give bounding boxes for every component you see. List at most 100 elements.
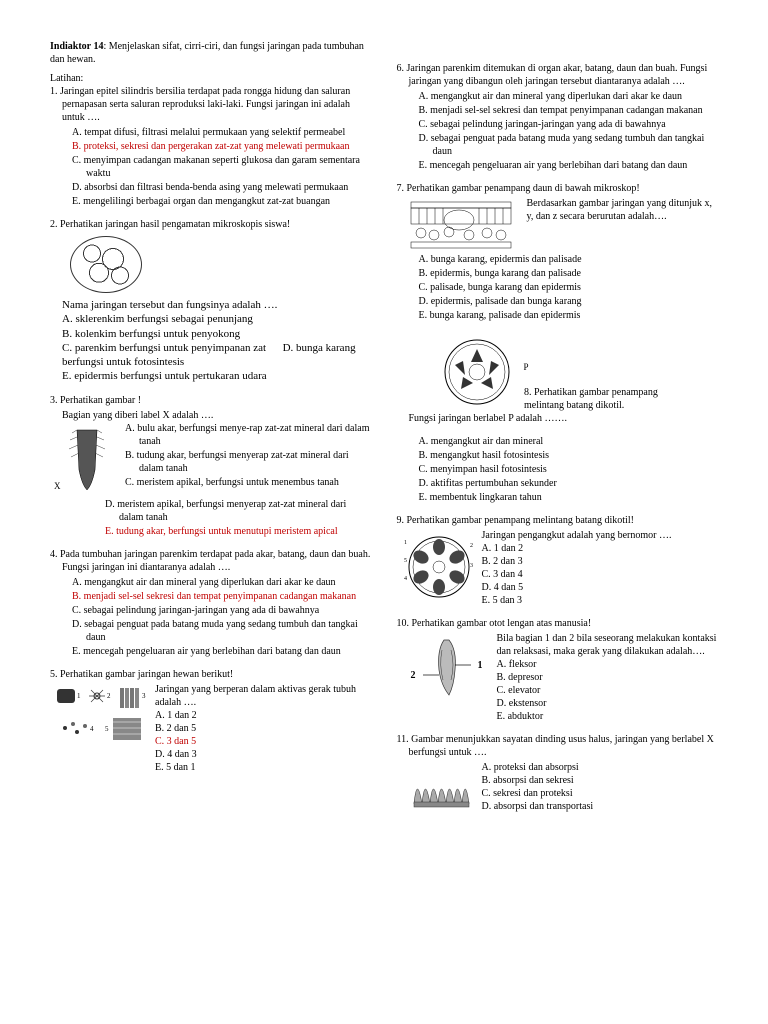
q8-opt-d: D. aktifitas pertumbuhan sekunder: [433, 477, 719, 490]
q3-opt-d: D. meristem apikal, berfungsi menyerap z…: [119, 498, 372, 524]
q1-opt-b: B. proteksi, sekresi dan pergerakan zat-…: [86, 140, 372, 153]
q11-opt-b: B. absorpsi dan sekresi: [482, 774, 719, 787]
stem-cross-section2-image: 1 5 4 2 3: [402, 532, 477, 602]
q2-text: 2. Perhatikan jaringan hasil pengamatan …: [62, 218, 372, 231]
q8-text: 8. Perhatikan gambar penampang melintang…: [524, 386, 674, 412]
q10-opt-d: D. ekstensor: [497, 697, 719, 710]
q5-opt-c: C. 3 dan 5: [155, 735, 372, 748]
question-2: 2. Perhatikan jaringan hasil pengamatan …: [50, 218, 372, 384]
q10-label-1: 1: [478, 659, 483, 672]
q3-text: 3. Perhatikan gambar !: [62, 394, 372, 407]
q9-opt-e: E. 5 dan 3: [482, 594, 719, 607]
svg-text:3: 3: [142, 692, 146, 700]
question-11: 11. Gambar menunjukkan sayatan dinding u…: [397, 733, 719, 813]
q3-opt-b: B. tudung akar, berfungsi menyerap zat-z…: [139, 449, 372, 475]
svg-text:4: 4: [90, 725, 94, 733]
svg-text:3: 3: [470, 563, 473, 569]
q1-opt-c: C. menyimpan cadangan makanan seperti gl…: [86, 154, 372, 180]
q1-opt-a: A. tempat difusi, filtrasi melalui permu…: [86, 126, 372, 139]
indicator-heading: Indiaktor 14: Menjelaskan sifat, cirri-c…: [50, 40, 372, 66]
q7-opt-c: C. palisade, bunga karang dan epidermis: [433, 281, 719, 294]
q4-opt-b: B. menjadi sel-sel sekresi dan tempat pe…: [86, 590, 372, 603]
q7-text: 7. Perhatikan gambar penampang daun di b…: [409, 182, 719, 195]
q2-opt-c: C. parenkim berfungsi untuk penyimpanan …: [62, 342, 266, 354]
svg-text:2: 2: [470, 543, 473, 549]
q5-text: 5. Perhatikan gambar jaringan hewan beri…: [62, 668, 372, 681]
q5-opt-d: D. 4 dan 3: [155, 748, 372, 761]
q9-opt-b: B. 2 dan 3: [482, 555, 719, 568]
q2-opt-b: B. kolenkim berfungsi untuk penyokong: [62, 327, 372, 341]
arm-muscle-image: 1 2: [409, 635, 489, 705]
q5-opt-e: E. 5 dan 1: [155, 761, 372, 774]
q5-opt-b: B. 2 dan 5: [155, 722, 372, 735]
q6-opt-b: B. menjadi sel-sel sekresi dan tempat pe…: [433, 104, 719, 117]
q8-p-label: P: [523, 362, 528, 374]
q5-opt-a: A. 1 dan 2: [155, 709, 372, 722]
svg-text:5: 5: [404, 558, 407, 564]
q3-x-label: X: [54, 481, 61, 493]
q6-text: 6. Jaringan parenkim ditemukan di organ …: [409, 62, 719, 88]
q6-opt-a: A. mengangkut air dan mineral yang diper…: [433, 90, 719, 103]
question-4: 4. Pada tumbuhan jaringan parenkim terda…: [50, 548, 372, 658]
q9-opt-c: C. 3 dan 4: [482, 568, 719, 581]
q11-opt-d: D. absorpsi dan transportasi: [482, 800, 719, 813]
question-8: P 8. Perhatikan gambar penampang melinta…: [397, 332, 719, 504]
q10-opt-e: E. abduktor: [497, 710, 719, 723]
q7-opt-d: D. epidermis, palisade dan bunga karang: [433, 295, 719, 308]
q10-label-2: 2: [411, 669, 416, 682]
q3-opt-e: E. tudung akar, berfungsi untuk menutupi…: [119, 525, 372, 538]
q11-opt-a: A. proteksi dan absorpsi: [482, 761, 719, 774]
q9-opt-d: D. 4 dan 5: [482, 581, 719, 594]
leaf-cross-section-image: [409, 200, 519, 250]
q9-subtext: Jaringan pengangkut adalah yang bernomor…: [482, 529, 719, 542]
question-7: 7. Perhatikan gambar penampang daun di b…: [397, 182, 719, 322]
q6-opt-c: C. sebagai pelindung jaringan-jaringan y…: [433, 118, 719, 131]
q4-opt-c: C. sebagai pelindung jaringan-jaringan y…: [86, 604, 372, 617]
svg-text:4: 4: [404, 576, 407, 582]
cell-microscope-image: [70, 236, 142, 293]
question-3: 3. Perhatikan gambar ! Bagian yang diber…: [50, 394, 372, 538]
q7-opt-b: B. epidermis, bunga karang dan palisade: [433, 267, 719, 280]
question-1: 1. Jaringan epitel silindris bersilia te…: [50, 85, 372, 208]
q2-opt-e: E. epidermis berfungsi untuk pertukaran …: [62, 369, 372, 383]
q6-opt-d: D. sebagai penguat pada batang muda yang…: [433, 132, 719, 158]
q7-opt-a: A. bunga karang, epidermis dan palisade: [433, 253, 719, 266]
q9-text: 9. Perhatikan gambar penampang melintang…: [409, 514, 719, 527]
q4-opt-d: D. sebagai penguat pada batang muda yang…: [86, 618, 372, 644]
q10-opt-b: B. depresor: [497, 671, 719, 684]
q7-subtext: Berdasarkan gambar jaringan yang ditunju…: [527, 197, 719, 223]
question-6: 6. Jaringan parenkim ditemukan di organ …: [397, 62, 719, 172]
q3-opt-a: A. bulu akar, berfungsi menye-rap zat-za…: [139, 422, 372, 448]
q4-opt-e: E. mencegah pengeluaran air yang berlebi…: [86, 645, 372, 658]
q8-opt-c: C. menyimpan hasil fotosintesis: [433, 463, 719, 476]
q10-opt-c: C. elevator: [497, 684, 719, 697]
animal-tissue-image: 1 2 3 4 5: [55, 686, 150, 746]
q2-subtext: Nama jaringan tersebut dan fungsinya ada…: [62, 298, 372, 312]
root-tip-image: X: [62, 425, 112, 495]
q10-opt-a: A. fleksor: [497, 658, 719, 671]
q8-opt-a: A. mengangkut air dan mineral: [433, 435, 719, 448]
question-5: 5. Perhatikan gambar jaringan hewan beri…: [50, 668, 372, 774]
svg-text:1: 1: [77, 692, 81, 700]
q8-opt-e: E. membentuk lingkaran tahun: [433, 491, 719, 504]
q4-text: 4. Pada tumbuhan jaringan parenkim terda…: [62, 548, 372, 574]
q8-opt-b: B. mengangkut hasil fotosintesis: [433, 449, 719, 462]
q6-opt-e: E. mencegah pengeluaran air yang berlebi…: [433, 159, 719, 172]
intestine-wall-image: [409, 764, 474, 809]
q8-subtext: Fungsi jaringan berlabel P adalah …….: [409, 412, 719, 425]
svg-text:5: 5: [105, 725, 109, 733]
svg-text:1: 1: [404, 540, 407, 546]
q2-opt-a: A. sklerenkim berfungsi sebagai penunjan…: [62, 312, 372, 326]
stem-cross-section-image: P: [437, 337, 517, 407]
svg-text:2: 2: [107, 692, 111, 700]
q1-opt-d: D. absorbsi dan filtrasi benda-benda asi…: [86, 181, 372, 194]
q1-text: 1. Jaringan epitel silindris bersilia te…: [62, 85, 372, 124]
q4-opt-a: A. mengangkut air dan mineral yang diper…: [86, 576, 372, 589]
q11-text: 11. Gambar menunjukkan sayatan dinding u…: [409, 733, 719, 759]
q11-opt-c: C. sekresi dan proteksi: [482, 787, 719, 800]
q3-opt-c: C. meristem apikal, berfungsi untuk mene…: [139, 476, 372, 489]
q10-subtext: Bila bagian 1 dan 2 bila seseorang melak…: [497, 632, 719, 658]
indicator-label: Indiaktor 14: [50, 41, 103, 52]
question-10: 10. Perhatikan gambar otot lengan atas m…: [397, 617, 719, 723]
q7-opt-e: E. bunga karang, palisade dan epidermis: [433, 309, 719, 322]
